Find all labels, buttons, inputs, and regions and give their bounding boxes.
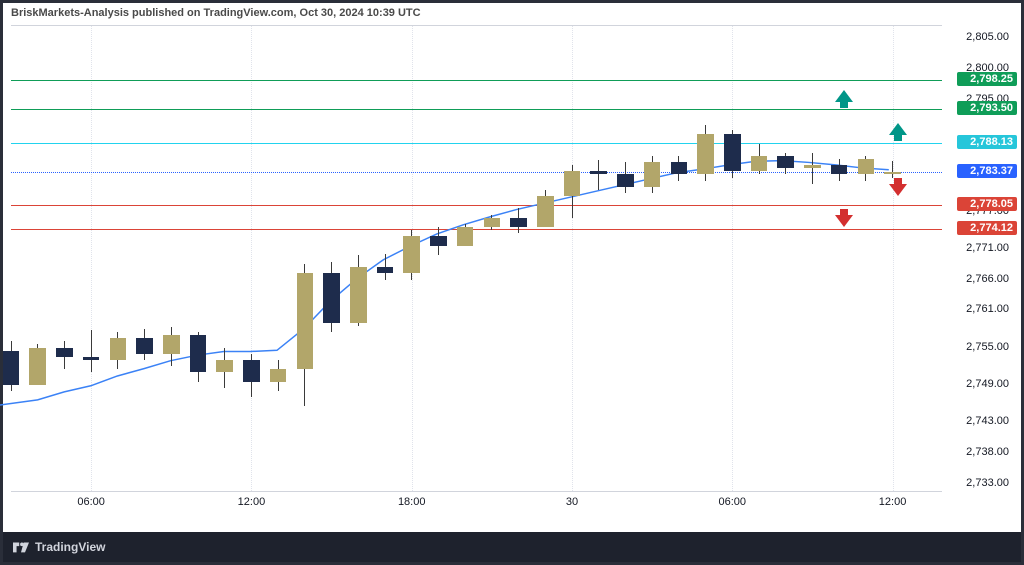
- candle-body: [110, 338, 127, 360]
- candle-body: [858, 159, 875, 174]
- x-gridline: [91, 26, 92, 491]
- candle-body: [724, 134, 741, 171]
- candle-body: [350, 267, 367, 323]
- x-tick-label: 12:00: [879, 496, 907, 508]
- y-tick-label: 2,743.00: [966, 415, 1009, 427]
- candle-body: [831, 165, 848, 174]
- candle-body: [617, 174, 634, 186]
- signal-arrow-up: [889, 123, 907, 141]
- candle-body: [884, 172, 901, 174]
- y-tick-label: 2,755.00: [966, 341, 1009, 353]
- price-level-tag: 2,788.13: [957, 135, 1017, 149]
- candle-body: [777, 156, 794, 168]
- chart-container: BriskMarkets-Analysis published on Tradi…: [0, 0, 1024, 565]
- moving-average-line: [11, 26, 942, 491]
- candle-body: [671, 162, 688, 174]
- current-price-tag: 2,783.37: [957, 164, 1017, 178]
- price-level-line: [11, 143, 942, 144]
- candle-body: [590, 171, 607, 174]
- price-level-tag: 2,793.50: [957, 101, 1017, 115]
- candle-body: [243, 360, 260, 382]
- signal-arrow-down: [835, 209, 853, 227]
- candle-body: [564, 171, 581, 196]
- footer-brand: TradingView: [35, 540, 105, 554]
- candle-body: [644, 162, 661, 187]
- candle-body: [430, 236, 447, 245]
- x-tick-label: 30: [566, 496, 578, 508]
- candle-body: [751, 156, 768, 171]
- x-tick-label: 12:00: [238, 496, 266, 508]
- price-level-tag: 2,778.05: [957, 197, 1017, 211]
- chart-wrap: 2,733.00 2,738.00 2,743.00 2,749.00 2,755.00…: [11, 25, 1017, 514]
- candle-body: [377, 267, 394, 273]
- current-price-line: [11, 172, 942, 173]
- candle-body: [697, 134, 714, 174]
- candle-body: [3, 351, 20, 385]
- y-tick-label: 2,766.00: [966, 273, 1009, 285]
- price-level-line: [11, 205, 942, 206]
- candle-body: [163, 335, 180, 354]
- price-level-line: [11, 80, 942, 81]
- y-tick-label: 2,771.00: [966, 242, 1009, 254]
- candle-body: [457, 227, 474, 246]
- candle-wick: [598, 160, 599, 190]
- candle-wick: [812, 153, 813, 184]
- x-tick-label: 18:00: [398, 496, 426, 508]
- footer-bar: TradingView: [3, 532, 1021, 562]
- x-tick-label: 06:00: [719, 496, 747, 508]
- x-gridline: [572, 26, 573, 491]
- signal-arrow-down: [889, 178, 907, 196]
- plot-area[interactable]: [11, 25, 942, 492]
- candle-body: [484, 218, 501, 227]
- price-level-tag: 2,774.12: [957, 221, 1017, 235]
- y-axis: 2,733.00 2,738.00 2,743.00 2,749.00 2,755.00…: [942, 25, 1017, 492]
- x-gridline: [251, 26, 252, 491]
- y-tick-label: 2,738.00: [966, 446, 1009, 458]
- tradingview-logo-icon: [13, 539, 29, 555]
- candle-body: [804, 165, 821, 168]
- candle-body: [216, 360, 233, 372]
- x-tick-label: 06:00: [77, 496, 105, 508]
- candle-wick: [892, 161, 893, 178]
- candle-body: [537, 196, 554, 227]
- y-tick-label: 2,805.00: [966, 31, 1009, 43]
- price-level-line: [11, 229, 942, 230]
- chart-header: BriskMarkets-Analysis published on Tradi…: [3, 3, 1021, 23]
- y-tick-label: 2,749.00: [966, 378, 1009, 390]
- price-level-tag: 2,798.25: [957, 72, 1017, 86]
- candle-body: [56, 348, 73, 357]
- y-tick-label: 2,733.00: [966, 477, 1009, 489]
- x-gridline: [732, 26, 733, 491]
- candle-wick: [91, 330, 92, 372]
- x-gridline: [893, 26, 894, 491]
- y-tick-label: 2,761.00: [966, 303, 1009, 315]
- candle-body: [29, 348, 46, 385]
- candle-body: [510, 218, 527, 227]
- candle-body: [136, 338, 153, 353]
- x-axis: 06:00 12:00 18:00 30 06:00 12:00: [11, 492, 942, 514]
- candle-body: [270, 369, 287, 381]
- candle-body: [190, 335, 207, 372]
- candle-body: [323, 273, 340, 322]
- candle-body: [83, 357, 100, 360]
- signal-arrow-up: [835, 90, 853, 108]
- candle-body: [403, 236, 420, 273]
- price-level-line: [11, 109, 942, 110]
- candle-body: [297, 273, 314, 369]
